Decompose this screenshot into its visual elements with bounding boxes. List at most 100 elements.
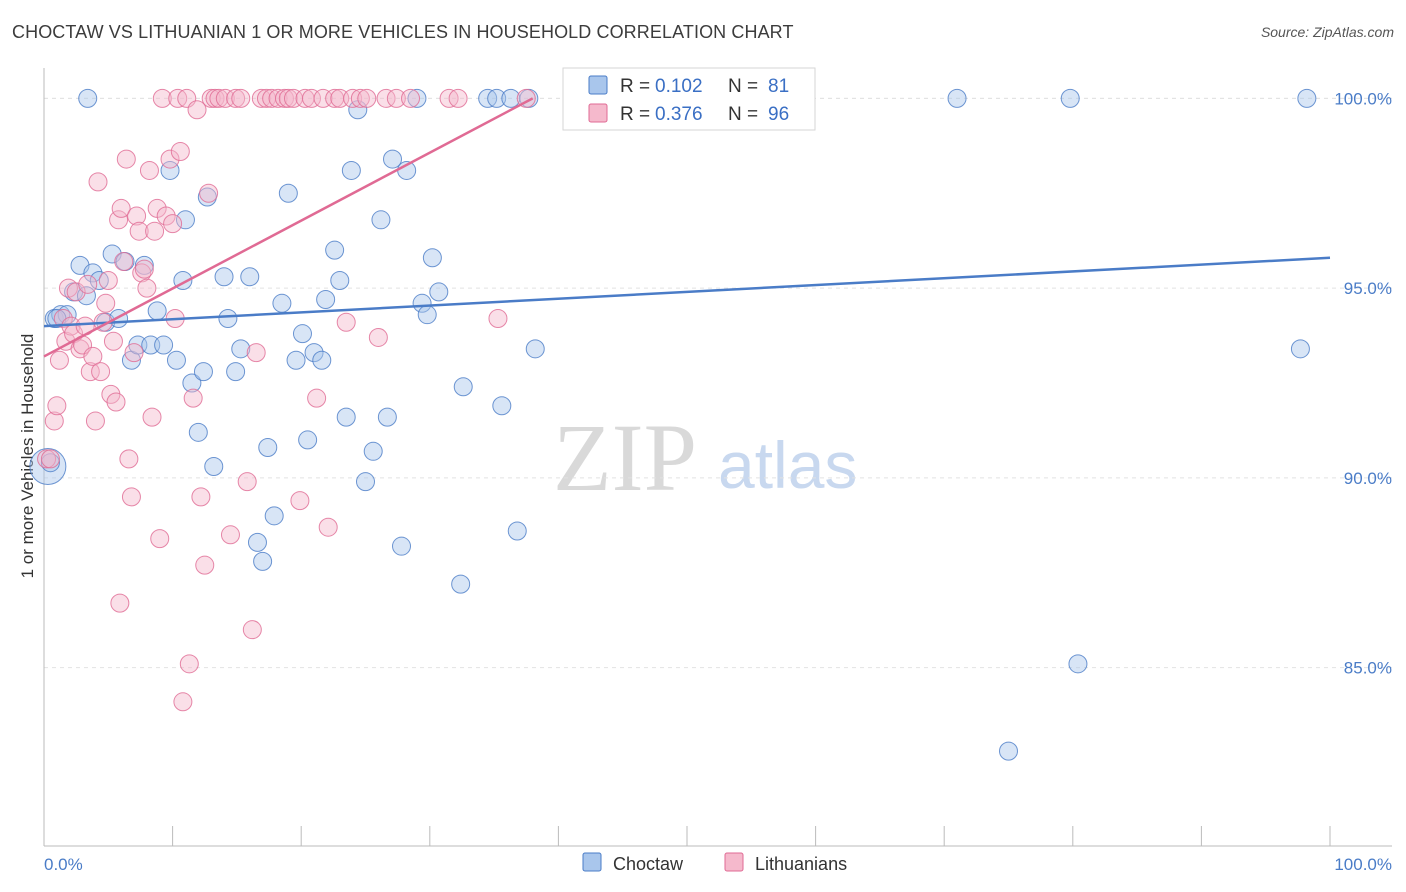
trend-line-lithuanians	[43, 97, 534, 358]
data-point	[114, 252, 134, 272]
data-point	[226, 88, 246, 108]
data-point	[371, 210, 391, 230]
data-point	[163, 214, 183, 234]
data-point	[78, 88, 98, 108]
data-point	[215, 88, 235, 108]
data-point	[947, 88, 967, 108]
legend-n-label-choctaw: N =	[728, 76, 758, 97]
data-point	[368, 327, 388, 347]
data-point	[109, 210, 129, 230]
data-point	[175, 210, 195, 230]
legend-n-value-lithuanians: 96	[768, 104, 789, 125]
data-point	[173, 692, 193, 712]
trend-lines	[43, 97, 1331, 358]
data-point	[242, 620, 262, 640]
data-point	[106, 392, 126, 412]
data-point	[78, 274, 98, 294]
data-point	[487, 88, 507, 108]
data-point	[98, 271, 118, 291]
data-point	[386, 88, 406, 108]
data-point	[129, 221, 149, 241]
data-point	[193, 362, 213, 382]
legend-r-label-lithuanians: R =	[620, 104, 650, 125]
data-point	[412, 293, 432, 313]
x-tick-label-max: 100.0%	[1334, 855, 1392, 874]
data-point	[47, 396, 67, 416]
data-point	[160, 149, 180, 169]
data-point	[147, 301, 167, 321]
watermark-zip: ZIP	[553, 404, 697, 511]
data-point	[448, 88, 468, 108]
data-point	[195, 555, 215, 575]
data-point	[209, 88, 229, 108]
legend-r-label-choctaw: R =	[620, 76, 650, 97]
data-point	[392, 536, 412, 556]
data-point	[376, 88, 396, 108]
data-point	[156, 206, 176, 226]
data-point	[127, 206, 147, 226]
bottom-legend-label-lithuanians: Lithuanians	[755, 854, 847, 874]
data-point	[188, 422, 208, 442]
data-point	[336, 407, 356, 427]
legend-r-value-choctaw: 0.102	[655, 76, 703, 97]
data-point	[44, 411, 64, 431]
data-point	[121, 487, 141, 507]
data-point	[226, 362, 246, 382]
data-point	[119, 449, 139, 469]
bottom-legend: Choctaw Lithuanians	[582, 852, 847, 874]
data-point	[91, 362, 111, 382]
legend-swatch-lithuanians	[588, 103, 608, 123]
data-point	[152, 88, 172, 108]
data-point	[383, 149, 403, 169]
data-point	[313, 88, 333, 108]
data-point	[170, 141, 190, 161]
data-point	[139, 160, 159, 180]
data-point	[191, 487, 211, 507]
data-point	[240, 267, 260, 287]
data-point	[298, 430, 318, 450]
watermark: ZIP atlas	[553, 404, 857, 511]
data-point	[453, 377, 473, 397]
data-point	[231, 339, 251, 359]
data-point	[278, 88, 298, 108]
data-point	[145, 221, 165, 241]
data-point	[290, 491, 310, 511]
data-point	[350, 88, 370, 108]
chart-title: CHOCTAW VS LITHUANIAN 1 OR MORE VEHICLES…	[12, 22, 794, 42]
data-point	[220, 525, 240, 545]
data-point	[1060, 88, 1080, 108]
data-point	[341, 160, 361, 180]
bottom-legend-swatch-choctaw	[582, 852, 602, 872]
data-point	[103, 331, 123, 351]
x-tick-labels: 0.0% 100.0%	[44, 855, 1392, 874]
legend-swatch-choctaw	[588, 75, 608, 95]
data-point	[154, 335, 174, 355]
y-tick-label: 85.0%	[1344, 659, 1392, 678]
x-tick-label-min: 0.0%	[44, 855, 83, 874]
data-point	[66, 282, 86, 302]
data-point	[40, 449, 60, 469]
legend-n-value-choctaw: 81	[768, 76, 789, 97]
legend-box: R = 0.102 N = 81 R = 0.376 N = 96	[562, 67, 816, 131]
legend-n-label-lithuanians: N =	[728, 104, 758, 125]
data-point	[183, 388, 203, 408]
data-point	[187, 100, 207, 120]
data-point	[160, 160, 180, 180]
data-point	[49, 350, 69, 370]
data-point	[182, 373, 202, 393]
data-point	[401, 88, 421, 108]
data-point	[80, 362, 100, 382]
data-point	[316, 290, 336, 310]
data-point	[179, 654, 199, 674]
data-point	[422, 248, 442, 268]
data-point	[301, 88, 321, 108]
y-tick-label: 100.0%	[1334, 89, 1392, 108]
data-point	[258, 438, 278, 458]
data-point	[307, 388, 327, 408]
data-point	[251, 88, 271, 108]
legend-r-value-lithuanians: 0.376	[655, 104, 703, 125]
data-point	[142, 407, 162, 427]
data-point	[417, 305, 437, 325]
data-point	[199, 183, 219, 203]
data-point	[268, 88, 288, 108]
